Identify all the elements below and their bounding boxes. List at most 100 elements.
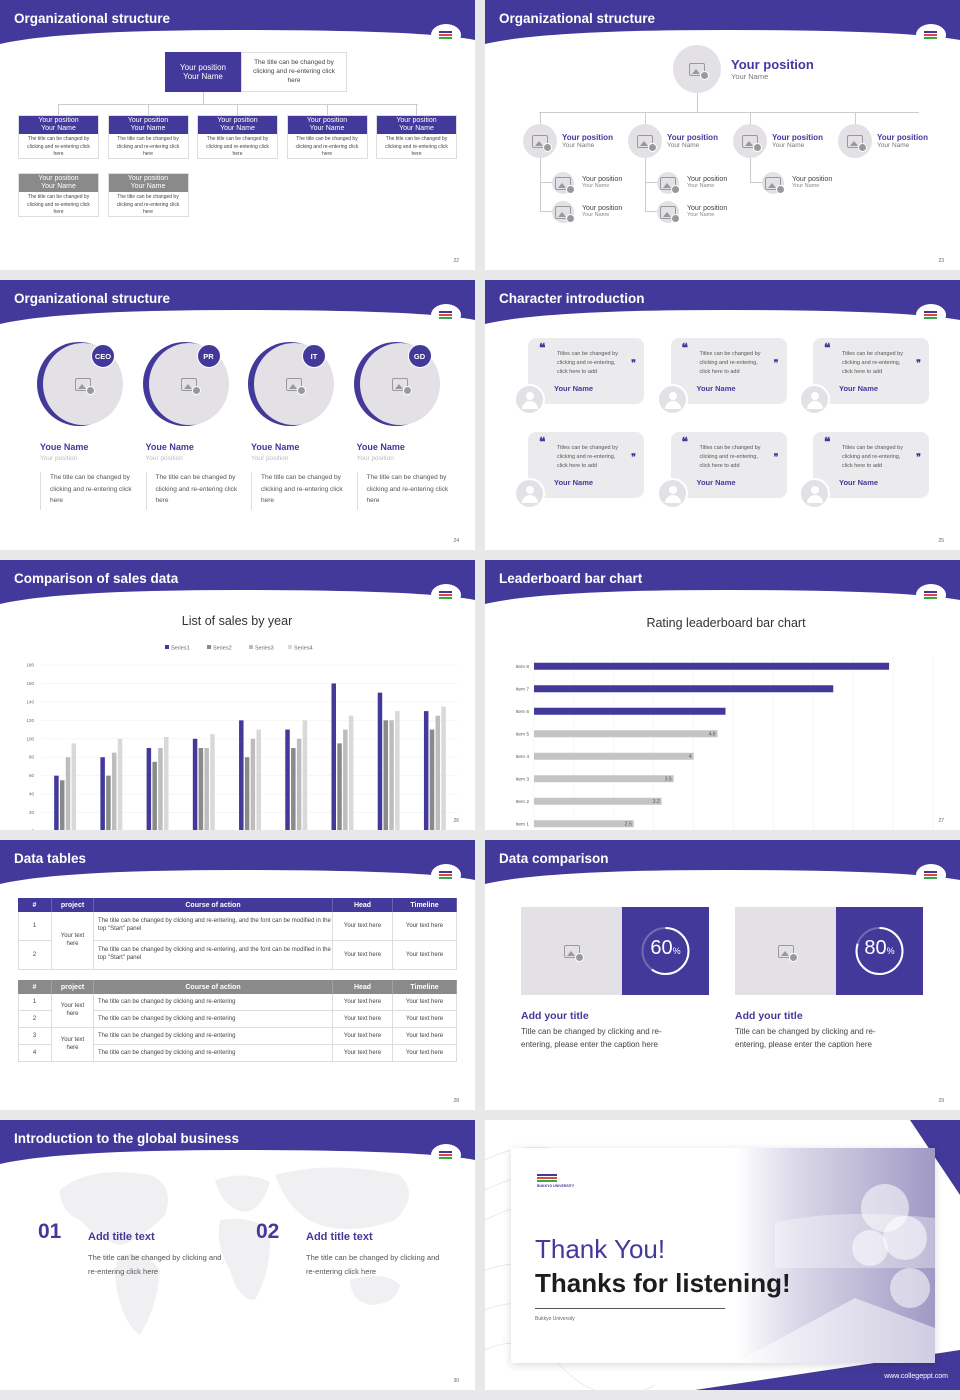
- y-tick-label: 40: [29, 792, 35, 797]
- slide-thank-you[interactable]: BUKKYO UNIVERSITY Thank You! Thanks for …: [485, 1120, 960, 1390]
- table-header-cell: #: [18, 898, 52, 912]
- slide-sales-comparison[interactable]: Comparison of sales data List of sales b…: [0, 560, 475, 830]
- connector-line: [147, 104, 149, 115]
- divider: [356, 472, 358, 510]
- item-number: 01: [38, 1220, 62, 1243]
- bar: [244, 757, 250, 830]
- top-position-box[interactable]: Your position Your Name: [165, 52, 241, 92]
- image-placeholder-icon[interactable]: [552, 172, 575, 194]
- website-link[interactable]: www.collegeppt.com: [884, 1373, 948, 1380]
- testimonial-card[interactable]: ❝ Titles can be changed by clicking and r…: [670, 432, 787, 498]
- person-name: Youe Name: [145, 442, 194, 452]
- head-cell: Your text here: [333, 912, 393, 941]
- connector-line: [645, 158, 646, 212]
- image-placeholder-icon[interactable]: [523, 124, 557, 158]
- y-tick-label: Item 4: [516, 754, 530, 760]
- slide-global-business[interactable]: Introduction to the global business 01 Ad…: [0, 1120, 475, 1390]
- connector-line: [326, 104, 328, 115]
- testimonial-text: Titles can be changed by clicking and re…: [557, 351, 618, 376]
- head-cell: Your text here: [333, 1011, 393, 1028]
- bar: [100, 757, 105, 830]
- position-card[interactable]: Your position Your Name The title can be c…: [107, 115, 189, 159]
- action-cell: The title can be changed by clicking and…: [94, 994, 333, 1011]
- y-tick-label: Item 5: [516, 731, 530, 737]
- slide-org-structure-2[interactable]: Organizational structure Your position Y…: [485, 0, 960, 270]
- slide-header: [485, 0, 960, 48]
- image-placeholder-icon[interactable]: [733, 124, 767, 158]
- page-number: 24: [453, 538, 459, 544]
- university-logo: [431, 1144, 461, 1166]
- testimonial-card[interactable]: ❝ Titles can be changed by clicking and r…: [528, 338, 644, 404]
- testimonial-card[interactable]: ❝ Titles can be changed by clicking and r…: [813, 432, 929, 498]
- bar: [348, 715, 354, 830]
- bar: [441, 706, 446, 830]
- image-placeholder-icon[interactable]: [521, 907, 622, 995]
- position-label: Your position: [562, 133, 613, 142]
- image-placeholder-icon[interactable]: [657, 201, 680, 223]
- connector-line: [416, 104, 417, 115]
- testimonial-card[interactable]: ❝ Titles can be changed by clicking and r…: [528, 432, 644, 498]
- page-number: 27: [938, 818, 944, 824]
- slide-header: [485, 560, 960, 608]
- position-card[interactable]: Your position Your Name The title can be c…: [286, 115, 368, 159]
- connector-line: [58, 104, 59, 115]
- image-placeholder-icon[interactable]: [657, 172, 680, 194]
- timeline-cell: Your text here: [393, 941, 457, 970]
- chart-title: Rating leaderboard bar chart: [646, 616, 806, 630]
- position-card[interactable]: Your position Your Name The title can be c…: [376, 115, 457, 159]
- position-card[interactable]: Your position Your Name The title can be c…: [197, 115, 278, 159]
- testimonial-text: Titles can be changed by clicking and re…: [842, 351, 903, 376]
- thank-you-heading: Thank You!: [535, 1234, 666, 1264]
- slide-leaderboard[interactable]: Leaderboard bar chart Rating leaderboard…: [485, 560, 960, 830]
- bar: [59, 780, 65, 830]
- position-card[interactable]: Your position Your Name The title can be c…: [107, 173, 189, 217]
- connector-line: [237, 104, 238, 115]
- y-tick-label: Item 1: [516, 821, 530, 827]
- slide-data-tables[interactable]: Data tables # project Course of action Head…: [0, 840, 475, 1110]
- role-badge: GD: [407, 344, 432, 368]
- image-placeholder-icon[interactable]: [838, 124, 872, 158]
- image-placeholder-icon[interactable]: [552, 201, 575, 223]
- percent-number: 60: [650, 937, 673, 959]
- position-label: Your position: [667, 133, 718, 142]
- slide-character-intro[interactable]: Character introduction ❝ Titles can be ch…: [485, 280, 960, 550]
- testimonial-card[interactable]: ❝ Titles can be changed by clicking and r…: [813, 338, 929, 404]
- connector-line: [750, 182, 762, 183]
- position-card[interactable]: Your position Your Name The title can be c…: [18, 173, 99, 217]
- quote-open-icon: ❝: [539, 341, 546, 355]
- name-label: Your Name: [41, 183, 76, 191]
- bar: [337, 743, 342, 830]
- name-label: Your Name: [183, 72, 223, 81]
- slide-org-structure-3[interactable]: Organizational structure CEO Youe Name You…: [0, 280, 475, 550]
- page-number: 25: [938, 538, 944, 544]
- y-tick-label: 20: [29, 810, 35, 815]
- divider: [535, 1308, 725, 1309]
- person-name: Youe Name: [40, 442, 89, 452]
- testimonial-card[interactable]: ❝ Titles can be changed by clicking and r…: [670, 338, 787, 404]
- table-header-cell: project: [52, 980, 94, 994]
- connector-line: [855, 112, 856, 124]
- image-placeholder-icon[interactable]: [762, 172, 785, 194]
- top-position: Your position Your Name: [731, 57, 814, 81]
- person-description: The title can be changed by clicking and…: [366, 474, 449, 505]
- timeline-cell: Your text here: [393, 1011, 457, 1028]
- head-cell: Your text here: [333, 1028, 393, 1045]
- name-label: Your Name: [772, 142, 805, 149]
- row-number: 3: [18, 1028, 52, 1045]
- slide-data-comparison[interactable]: Data comparison 60% Add your title Title c…: [485, 840, 960, 1110]
- image-placeholder-icon[interactable]: [628, 124, 662, 158]
- image-placeholder-icon[interactable]: [673, 45, 721, 93]
- position-block: Your position Your Name: [877, 133, 928, 149]
- position-card[interactable]: Your position Your Name The title can be c…: [18, 115, 99, 159]
- slide-org-structure-1[interactable]: Organizational structure Your position Y…: [0, 0, 475, 270]
- testimonial-text: Titles can be changed by clicking and re…: [842, 445, 903, 470]
- table-header-cell: Course of action: [94, 980, 333, 994]
- image-placeholder-icon[interactable]: [735, 907, 836, 995]
- leaderboard-bar-chart: Rating leaderboard bar chart012345678910…: [516, 616, 934, 830]
- page-number: 26: [453, 818, 459, 824]
- quote-close-icon: ❞: [916, 452, 921, 462]
- project-cell: Your text here: [52, 994, 94, 1028]
- bar: [164, 736, 169, 830]
- name-label: Your Name: [130, 183, 166, 191]
- testimonial-name: Your Name: [696, 384, 736, 393]
